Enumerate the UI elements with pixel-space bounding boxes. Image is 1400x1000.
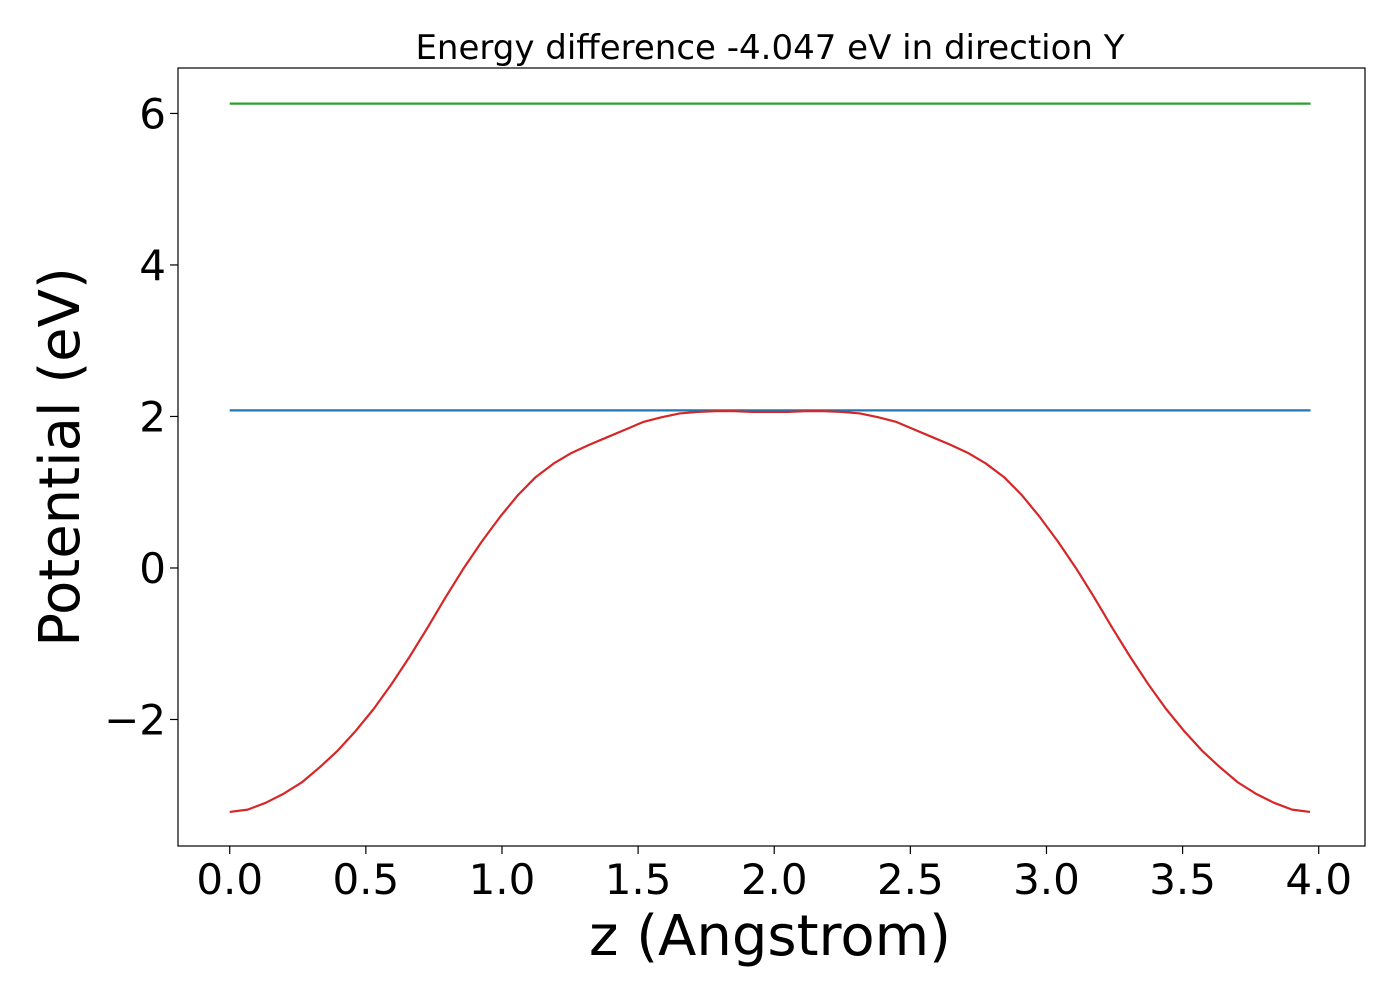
- x-axis-label: z (Angstrom): [589, 904, 951, 969]
- x-tick-label: 3.0: [1013, 855, 1080, 904]
- x-tick-label: 2.5: [877, 855, 944, 904]
- plot-lines: [229, 102, 1311, 814]
- y-tick-label: 6: [139, 89, 166, 138]
- x-tick-label: 1.5: [605, 855, 672, 904]
- x-tick-label: 0.5: [332, 855, 399, 904]
- plot-frame: [177, 67, 1366, 847]
- y-tick-label: 4: [139, 241, 166, 290]
- x-tick-label: 2.0: [741, 855, 808, 904]
- x-tick-label: 0.0: [196, 855, 263, 904]
- x-tick-label: 3.5: [1149, 855, 1216, 904]
- y-tick-label: 2: [139, 392, 166, 441]
- x-axis: 0.0 0.5 1.0 1.5 2.0 2.5 3.0 3.5 4.0: [196, 846, 1352, 904]
- y-tick-label: 0: [139, 544, 166, 593]
- series-line-2: [229, 410, 1311, 814]
- x-tick-label: 4.0: [1285, 855, 1352, 904]
- x-tick-label: 1.0: [469, 855, 536, 904]
- chart-title: Energy difference -4.047 eV in direction…: [415, 28, 1124, 68]
- y-tick-label: −2: [104, 695, 166, 744]
- y-axis: −2 0 2 4 6: [104, 89, 178, 744]
- y-axis-label: Potential (eV): [28, 267, 93, 647]
